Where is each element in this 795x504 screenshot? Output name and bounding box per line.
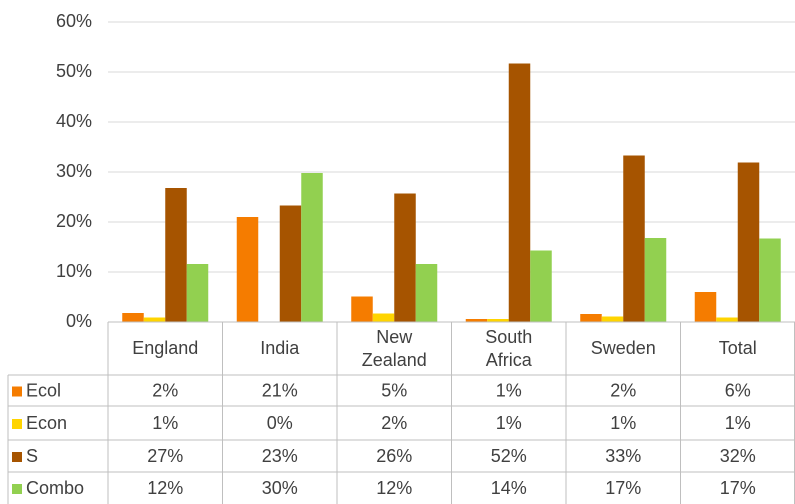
x-tick-label: England xyxy=(132,338,198,358)
table-value: 33% xyxy=(605,446,641,466)
bar xyxy=(143,317,166,322)
bar xyxy=(122,313,144,322)
legend-label: S xyxy=(26,446,38,466)
table-value: 6% xyxy=(725,380,751,400)
y-tick-label: 20% xyxy=(56,211,92,231)
table-value: 12% xyxy=(376,478,412,498)
bar xyxy=(394,193,416,322)
bar xyxy=(236,217,259,322)
y-tick-label: 40% xyxy=(56,111,92,131)
table-value: 27% xyxy=(147,446,183,466)
legend-label: Combo xyxy=(26,478,84,498)
table-value: 21% xyxy=(262,380,298,400)
table-value: 26% xyxy=(376,446,412,466)
table-value: 1% xyxy=(496,413,522,433)
bar xyxy=(351,296,373,322)
y-tick-label: 30% xyxy=(56,161,92,181)
bar xyxy=(508,63,531,322)
y-tick-label: 50% xyxy=(56,61,92,81)
table-value: 1% xyxy=(152,413,178,433)
x-tick-label: India xyxy=(260,338,300,358)
bar xyxy=(279,205,302,322)
bar xyxy=(415,264,438,322)
bar xyxy=(623,155,645,322)
bar xyxy=(530,250,552,322)
legend-label: Econ xyxy=(26,413,67,433)
table-value: 12% xyxy=(147,478,183,498)
table-value: 32% xyxy=(720,446,756,466)
x-tick-label: New Zealand xyxy=(362,327,427,370)
bar xyxy=(580,314,602,322)
bar xyxy=(165,188,187,322)
table-value: 30% xyxy=(262,478,298,498)
bar xyxy=(301,173,323,322)
x-tick-label: Total xyxy=(719,338,757,358)
table-value: 2% xyxy=(152,380,178,400)
legend-label: Ecol xyxy=(26,380,61,400)
table-value: 5% xyxy=(381,380,407,400)
y-tick-label: 60% xyxy=(56,11,92,31)
bar xyxy=(372,313,395,322)
legend-swatch xyxy=(12,452,22,462)
bar xyxy=(759,238,781,322)
y-tick-label: 10% xyxy=(56,261,92,281)
table-value: 14% xyxy=(491,478,527,498)
table-value: 52% xyxy=(491,446,527,466)
y-tick-label: 0% xyxy=(66,311,92,331)
table-value: 1% xyxy=(610,413,636,433)
bar xyxy=(644,238,667,322)
table-value: 1% xyxy=(496,380,522,400)
bar xyxy=(465,319,488,322)
table-value: 17% xyxy=(720,478,756,498)
bar xyxy=(737,162,760,322)
table-value: 2% xyxy=(610,380,636,400)
x-tick-label: Sweden xyxy=(591,338,656,358)
legend-swatch xyxy=(12,386,22,397)
table-value: 1% xyxy=(725,413,751,433)
bar xyxy=(694,292,717,322)
legend-swatch xyxy=(12,419,22,429)
bar xyxy=(186,264,209,322)
bar xyxy=(716,317,738,322)
table-value: 2% xyxy=(381,413,407,433)
x-tick-label: South Africa xyxy=(485,327,533,370)
legend-swatch xyxy=(12,484,22,494)
bar xyxy=(601,316,624,322)
table-value: 0% xyxy=(267,413,293,433)
table-value: 17% xyxy=(605,478,641,498)
table-value: 23% xyxy=(262,446,298,466)
bar xyxy=(487,319,509,322)
